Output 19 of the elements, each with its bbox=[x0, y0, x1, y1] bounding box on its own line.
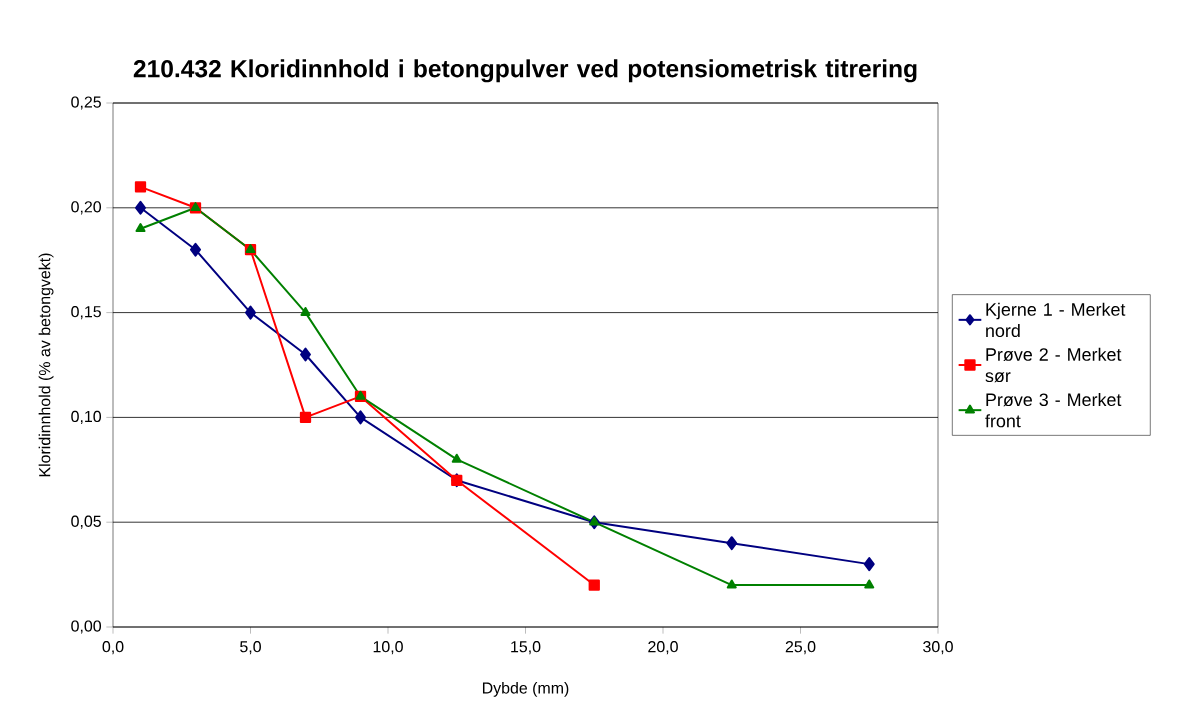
x-tick-label: 15,0 bbox=[511, 641, 541, 655]
x-tick-label: 25,0 bbox=[785, 641, 816, 655]
y-tick-label: 0,15 bbox=[71, 306, 101, 320]
y-tick-label: 0,25 bbox=[71, 96, 101, 110]
y-tick-label: 0,00 bbox=[71, 620, 102, 634]
x-tick-label: 5,0 bbox=[240, 641, 261, 655]
x-axis-title: Dybde (mm) bbox=[482, 681, 569, 697]
legend-label: Prøve 2 - Merket sør bbox=[985, 347, 1122, 383]
x-tick-label: 20,0 bbox=[648, 641, 678, 655]
x-tick-label: 30,0 bbox=[923, 641, 953, 655]
y-tick-label: 0,20 bbox=[71, 201, 102, 215]
legend-label: Kjerne 1 - Merket nord bbox=[986, 302, 1126, 338]
x-tick-label: 0,0 bbox=[102, 641, 124, 655]
y-tick-label: 0,05 bbox=[71, 515, 101, 529]
y-tick-label: 0,10 bbox=[71, 410, 102, 424]
x-tick-label: 10,0 bbox=[373, 641, 403, 655]
chart-title: 210.432 Kloridinnhold i betongpulver ved potensiometrisk titrering bbox=[133, 59, 917, 83]
legend-label: Prøve 3 - Merket front bbox=[985, 392, 1122, 428]
y-axis-title: Kloridinnhold (% av betongvekt) bbox=[38, 253, 54, 477]
